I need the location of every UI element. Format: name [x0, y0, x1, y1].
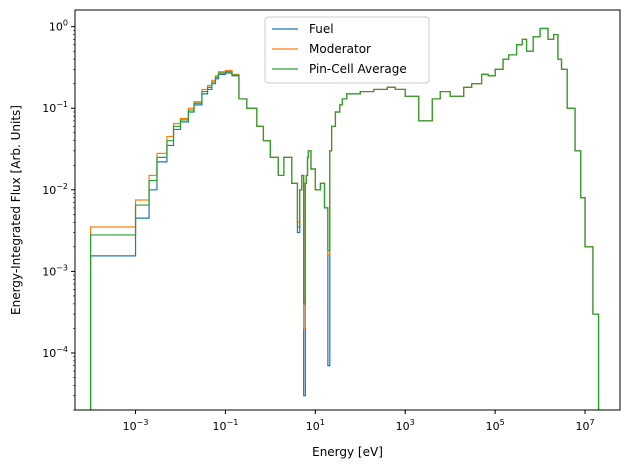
y-tick-label: 10−4 — [42, 345, 68, 360]
x-axis-ticks: 10−3 10−1 101 103 105 107 — [123, 410, 595, 433]
legend: Fuel Moderator Pin-Cell Average — [264, 16, 430, 84]
legend-box — [264, 16, 430, 84]
legend-label-pin-cell-average: Pin-Cell Average — [309, 62, 407, 76]
axes-frame — [74, 9, 621, 411]
x-tick-label: 10−1 — [213, 418, 239, 433]
x-tick-label: 105 — [486, 418, 505, 433]
y-axis-label: Energy-Integrated Flux [Arb. Units] — [9, 105, 23, 315]
x-tick-label: 101 — [306, 418, 325, 433]
legend-label-moderator: Moderator — [309, 42, 371, 56]
y-tick-label: 10−1 — [42, 100, 68, 115]
x-tick-label: 107 — [575, 418, 594, 433]
legend-label-fuel: Fuel — [309, 22, 334, 36]
y-axis-ticks: 10−4 10−3 10−2 10−1 100 — [42, 19, 75, 411]
x-axis-label: Energy [eV] — [312, 445, 383, 459]
y-tick-label: 100 — [49, 19, 68, 34]
y-tick-label: 10−3 — [42, 263, 68, 278]
x-tick-label: 10−3 — [123, 418, 149, 433]
series-layer — [89, 27, 601, 410]
y-tick-label: 10−2 — [42, 182, 68, 197]
series-line-pin-cell-average — [89, 27, 601, 410]
x-tick-label: 103 — [396, 418, 415, 433]
